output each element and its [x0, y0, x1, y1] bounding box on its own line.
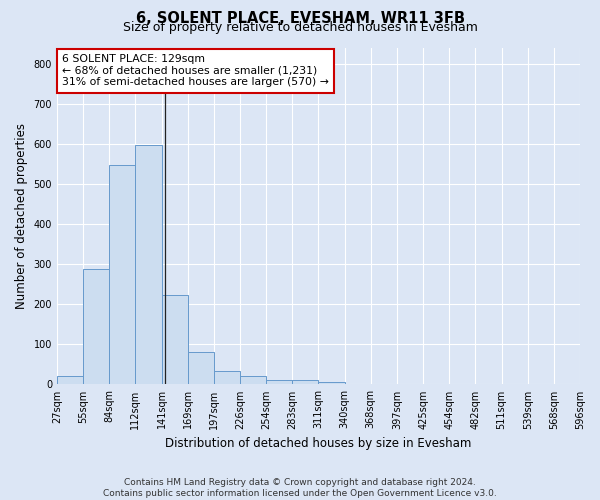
Bar: [214, 371, 240, 384]
Bar: [161, 295, 188, 384]
X-axis label: Distribution of detached houses by size in Evesham: Distribution of detached houses by size …: [165, 437, 472, 450]
Text: Size of property relative to detached houses in Evesham: Size of property relative to detached ho…: [122, 21, 478, 34]
Bar: [109, 165, 136, 384]
Bar: [57, 376, 83, 384]
Text: Contains HM Land Registry data © Crown copyright and database right 2024.
Contai: Contains HM Land Registry data © Crown c…: [103, 478, 497, 498]
Text: 6 SOLENT PLACE: 129sqm
← 68% of detached houses are smaller (1,231)
31% of semi-: 6 SOLENT PLACE: 129sqm ← 68% of detached…: [62, 54, 329, 88]
Text: 6, SOLENT PLACE, EVESHAM, WR11 3FB: 6, SOLENT PLACE, EVESHAM, WR11 3FB: [136, 11, 464, 26]
Bar: [188, 352, 214, 384]
Bar: [240, 376, 266, 384]
Y-axis label: Number of detached properties: Number of detached properties: [15, 123, 28, 309]
Bar: [83, 268, 109, 384]
Bar: [266, 380, 292, 384]
Bar: [292, 380, 319, 384]
Bar: [136, 144, 161, 384]
Bar: [319, 382, 344, 384]
